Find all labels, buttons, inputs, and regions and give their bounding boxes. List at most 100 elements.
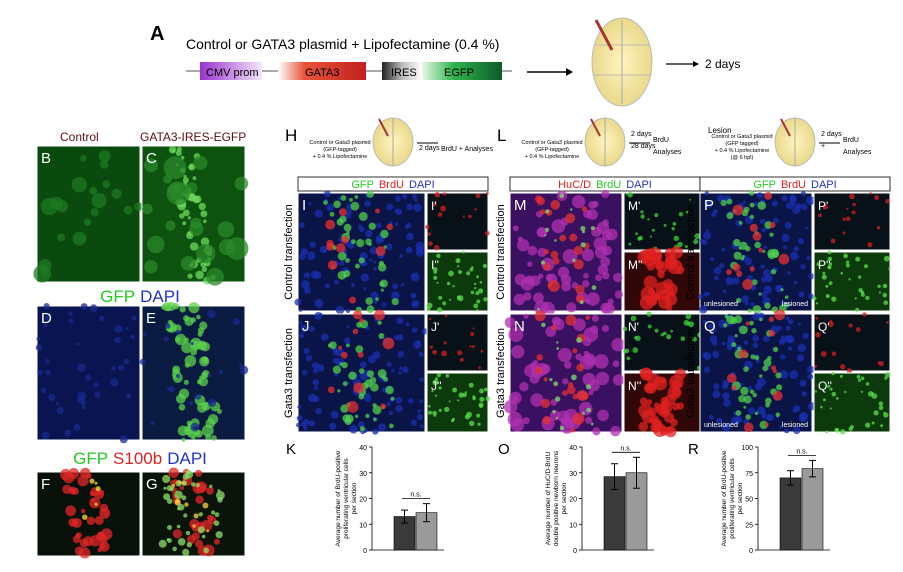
cell	[653, 419, 662, 428]
cell	[325, 283, 330, 289]
cell	[565, 213, 576, 224]
cell	[601, 324, 610, 333]
cell	[431, 390, 434, 393]
cell	[94, 502, 98, 506]
cell	[476, 299, 481, 304]
cell	[706, 292, 711, 296]
cell	[654, 213, 659, 218]
cell	[848, 278, 851, 281]
cell	[83, 218, 92, 226]
cell	[438, 386, 442, 390]
cell	[640, 214, 645, 219]
stain-word: S100b	[113, 449, 162, 468]
cell	[857, 378, 862, 382]
cell	[784, 295, 789, 300]
cell	[750, 354, 756, 360]
cell	[749, 320, 754, 326]
cell	[395, 208, 403, 216]
cell	[364, 200, 371, 207]
cell	[411, 327, 418, 333]
cell	[713, 209, 718, 214]
cell	[703, 366, 711, 373]
cell	[166, 181, 190, 205]
cell	[552, 410, 556, 414]
cell	[796, 354, 805, 362]
schematic-label: + 0.4 % Lipofectamine	[313, 154, 368, 160]
cell	[340, 195, 347, 201]
cell	[351, 283, 355, 288]
cell	[329, 211, 335, 217]
cell	[786, 335, 795, 344]
cell	[855, 327, 861, 332]
cell	[340, 351, 348, 359]
cell	[827, 384, 831, 388]
cell	[391, 291, 400, 300]
cell	[657, 270, 665, 279]
cell	[419, 247, 424, 252]
cell	[754, 411, 759, 416]
cell	[530, 275, 541, 287]
panel-letter: P''	[818, 258, 831, 272]
cell	[188, 400, 194, 406]
stain-header-box	[297, 176, 489, 192]
cell	[389, 423, 394, 429]
cell	[638, 421, 649, 432]
cell	[638, 235, 643, 241]
cell	[798, 413, 807, 423]
cell	[427, 232, 432, 236]
cell	[585, 416, 593, 424]
cell	[698, 294, 703, 300]
cell	[595, 371, 610, 386]
cell	[711, 327, 717, 333]
y-tick-label: 0	[749, 548, 753, 555]
cell	[57, 233, 66, 242]
cell	[664, 294, 671, 301]
cell	[413, 203, 422, 212]
cell	[647, 287, 655, 295]
schematic-step: 28 days	[631, 143, 656, 150]
micrograph: P''	[812, 250, 891, 312]
cell	[567, 385, 576, 395]
cell	[315, 407, 322, 415]
cell	[410, 272, 420, 282]
cell	[172, 529, 182, 539]
cell	[139, 358, 146, 365]
cell	[193, 513, 199, 519]
cell	[800, 264, 806, 270]
cell	[234, 176, 249, 191]
cell	[882, 292, 888, 298]
cell	[462, 250, 465, 254]
cell	[761, 227, 766, 233]
cell	[110, 378, 119, 387]
cell	[583, 327, 599, 342]
cell	[359, 318, 364, 323]
ires-block	[382, 62, 422, 80]
panel-letter: M'	[628, 199, 640, 213]
cell	[704, 201, 709, 206]
cell	[519, 382, 529, 392]
cell	[572, 393, 579, 400]
cell	[557, 347, 572, 363]
cell	[840, 272, 843, 275]
cell	[395, 195, 401, 202]
cell	[432, 410, 437, 416]
cell	[217, 489, 221, 493]
cell	[317, 364, 325, 372]
cell	[449, 298, 452, 301]
cell	[298, 320, 303, 325]
cell	[294, 298, 302, 306]
cell	[815, 316, 819, 320]
cell	[359, 426, 365, 432]
cell	[308, 325, 315, 332]
cell	[763, 285, 772, 294]
cell	[792, 426, 801, 435]
cell	[190, 217, 202, 230]
cell	[600, 256, 611, 267]
cell	[421, 328, 428, 335]
cell	[822, 204, 828, 210]
cell	[432, 349, 437, 355]
schematic-step: Analyses	[843, 149, 872, 156]
cell	[740, 386, 749, 396]
y-tick-label: 0	[363, 548, 367, 555]
cell	[206, 529, 210, 533]
